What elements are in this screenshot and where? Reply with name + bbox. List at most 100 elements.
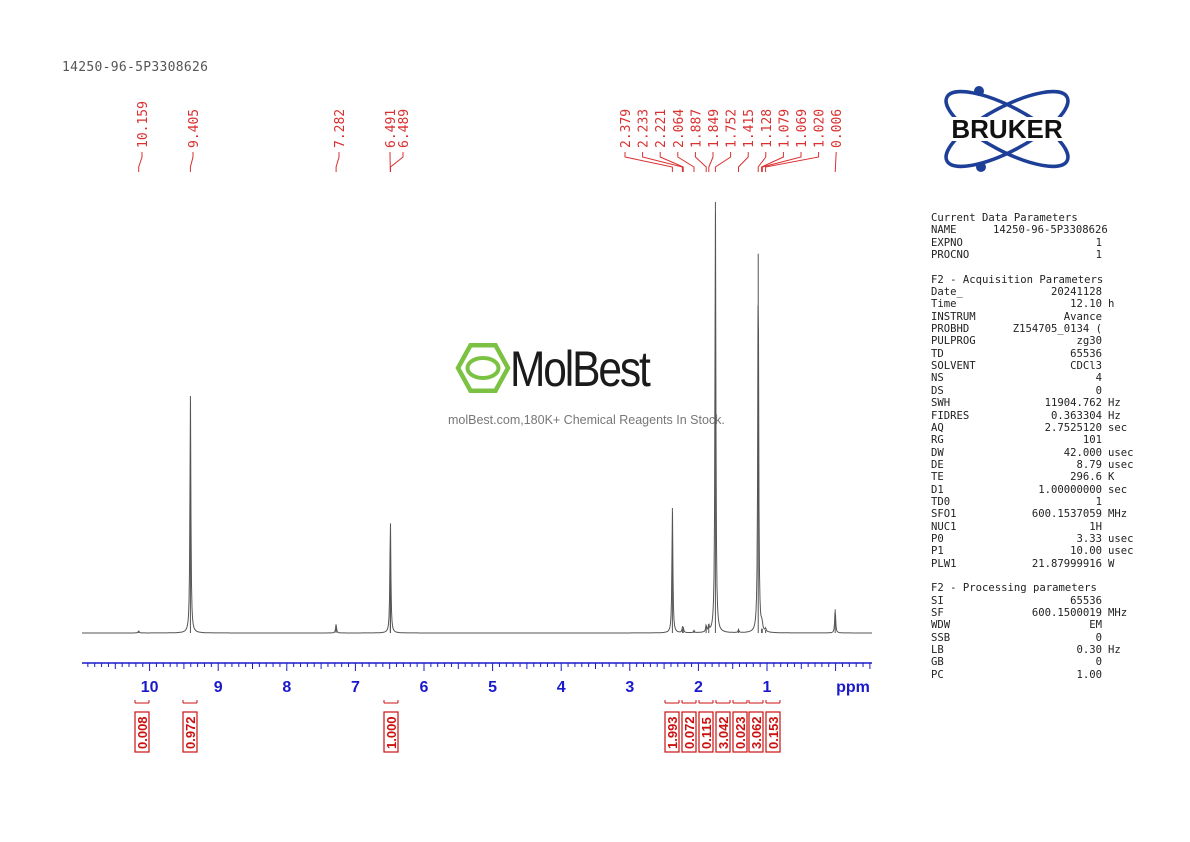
parameter-row: Date_ 20241128 [931,286,1134,298]
benzene-icon [455,343,511,393]
parameter-row: P1 10.00 usec [931,545,1134,557]
parameter-key: SI [931,594,944,607]
parameter-key: NS [931,372,944,385]
parameter-unit: W [1108,557,1115,570]
x-tick-label: 8 [282,679,291,696]
parameter-row: PLW1 21.87999916 W [931,558,1134,570]
integral-bracket [383,700,399,704]
parameter-row: INSTRUM Avance [931,311,1134,323]
parameter-unit: sec [1108,483,1128,496]
parameter-row: SI 65536 [931,595,1134,607]
parameter-value: 101 [1082,434,1102,447]
parameter-key: Time [931,298,957,311]
parameter-row: NAME 14250-96-5P3308626 [931,224,1134,236]
parameter-key: DS [931,384,944,397]
parameter-value: 21.87999916 [1031,557,1102,570]
parameter-unit: Hz [1108,409,1121,422]
x-tick-label: 3 [625,679,634,696]
parameter-key: PC [931,668,944,681]
parameter-row: AQ 2.7525120 sec [931,422,1134,434]
parameter-row: Time 12.10 h [931,298,1134,310]
parameter-value: 0.30 [1076,644,1102,657]
parameter-row: EXPNO 1 [931,237,1134,249]
parameter-row: TD 65536 [931,348,1134,360]
parameter-value: 65536 [1070,347,1102,360]
peak-label-leader [189,152,194,172]
parameter-row: DS 0 [931,385,1134,397]
parameter-key: FIDRES [931,409,970,422]
parameter-key: EXPNO [931,236,963,249]
bruker-logo: BRUKER [924,86,1092,172]
integral-bracket [748,700,764,704]
x-axis: ppm 10 9 8 7 6 5 4 3 2 1 [82,662,872,696]
peak-label-leader [761,152,802,172]
integral-box [748,711,764,753]
parameter-key: GB [931,656,944,669]
peak-label-leader [694,152,707,172]
spectrum-line [82,212,872,634]
parameter-value: 1.00 [1076,668,1102,681]
parameter-value: 65536 [1070,594,1102,607]
peak-label: 1.887 [689,109,704,148]
parameter-key: SOLVENT [931,360,976,373]
peak-label-leader [138,152,143,172]
integral-value: 0.972 [183,716,198,749]
peak-label-leader [714,152,732,172]
parameter-row: LB 0.30 Hz [931,644,1134,656]
integral-value: 0.072 [682,716,697,749]
integral-box [182,711,198,753]
parameter-row: PULPROG zg30 [931,335,1134,347]
parameter-unit: Hz [1108,397,1121,410]
peak-label: 2.221 [654,109,669,148]
parameter-row: P0 3.33 usec [931,533,1134,545]
peak-label: 10.159 [136,101,151,148]
peak-label-leader [677,152,695,172]
x-tick-label: 10 [141,679,159,696]
parameter-key: Date_ [931,286,963,299]
parameter-row: SFO1 600.1537059 MHz [931,508,1134,520]
parameter-group-title: F2 - Acquisition Parameters [931,273,1104,286]
parameter-value: 296.6 [1070,471,1102,484]
parameter-value: 11904.762 [1044,397,1102,410]
parameter-unit: h [1108,298,1115,311]
parameter-row: PROCNO 1 [931,249,1134,261]
parameter-value: 0 [1095,631,1102,644]
x-tick-label: 9 [214,679,223,696]
axis-unit-label: ppm [836,679,870,696]
parameter-value: 0 [1095,656,1102,669]
integral-box [681,711,697,753]
peak-label-leader [765,152,820,172]
parameter-group: Current Data Parameters NAME 14250-96-5P33… [931,212,1134,261]
peak-label: 2.064 [672,109,687,148]
parameter-row: SSB 0 [931,632,1134,644]
parameter-value: EM [1089,619,1102,632]
parameter-key: SSB [931,631,951,644]
parameter-key: SF [931,607,944,619]
parameter-key: LB [931,644,944,657]
parameter-row: D1 1.00000000 sec [931,484,1134,496]
parameter-value: zg30 [1076,335,1102,348]
integral-value: 3.042 [716,716,731,749]
peak-label: 1.849 [707,109,722,148]
integral-bracket [732,700,748,704]
integral-bracket [681,700,697,704]
integral-bracket [664,700,680,704]
parameter-group: F2 - Acquisition Parameters Date_ 20241128… [931,274,1134,570]
peak-label: 0.006 [830,109,845,148]
parameter-key: P0 [931,532,944,545]
parameter-value: 600.1500019 [1031,607,1102,619]
parameter-value: 42.000 [1063,446,1102,459]
integral-value: 0.023 [733,716,748,749]
parameter-key: PROBHD [931,323,970,336]
parameter-key: TE [931,471,944,484]
integrals: 0.008 0.972 1.000 1.993 0.072 0.115 3.042 0.023… [134,700,781,753]
parameter-key: DE [931,458,944,471]
integral-box [664,711,680,753]
bruker-logo-text: BRUKER [951,114,1062,144]
integral-bracket [134,700,150,704]
spectrum-trace [82,202,872,634]
parameter-key: NUC1 [931,520,957,533]
peak-label: 2.379 [619,109,634,148]
parameter-row: DW 42.000 usec [931,447,1134,459]
